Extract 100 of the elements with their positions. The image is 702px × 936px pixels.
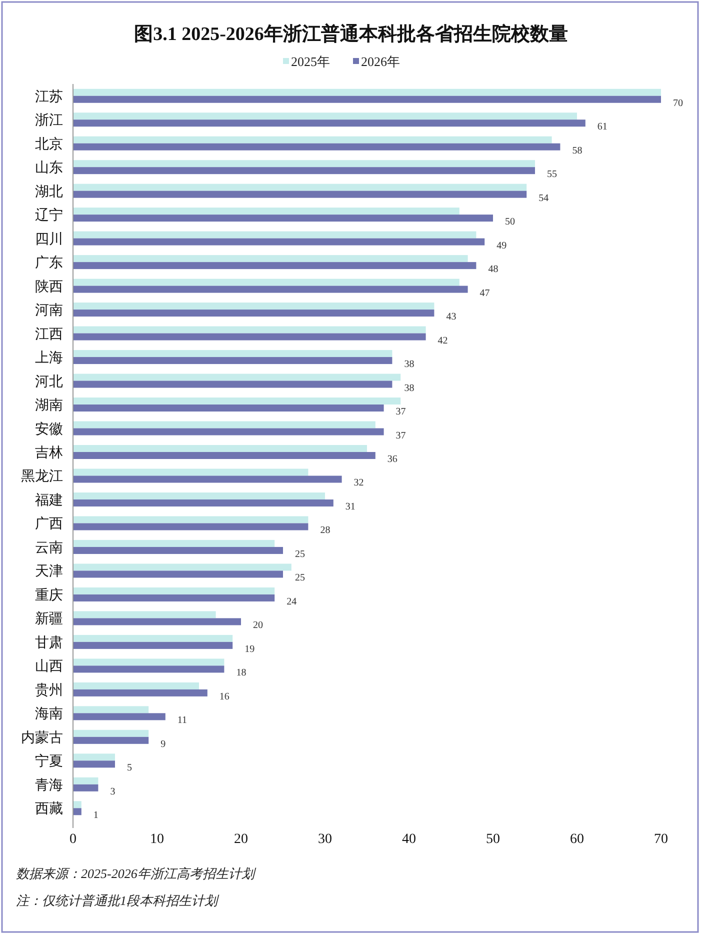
y-tick-label: 天津 <box>35 564 63 580</box>
bar <box>73 167 535 174</box>
bar <box>73 499 334 506</box>
y-tick-label: 青海 <box>35 777 63 794</box>
bar <box>73 112 577 120</box>
y-tick-label: 海南 <box>35 706 63 722</box>
bar <box>73 540 275 547</box>
data-label: 3 <box>110 786 116 798</box>
bar <box>73 326 426 334</box>
data-label: 18 <box>236 668 246 679</box>
bar <box>73 421 376 428</box>
bar <box>73 136 552 144</box>
data-label: 38 <box>404 382 414 394</box>
y-tick-label: 贵州 <box>35 682 63 698</box>
bar <box>73 666 224 673</box>
bar <box>73 143 560 150</box>
y-tick-label: 广西 <box>35 516 63 532</box>
bar <box>73 784 98 792</box>
data-label: 19 <box>244 644 255 655</box>
bar <box>73 88 661 96</box>
data-label: 25 <box>295 548 305 560</box>
data-label: 61 <box>597 122 608 133</box>
y-tick-label: 湖南 <box>35 398 63 414</box>
y-tick-label: 辽宁 <box>35 208 63 224</box>
data-label: 16 <box>219 691 230 702</box>
y-tick-label: 云南 <box>35 540 63 556</box>
y-tick-label: 江西 <box>35 326 63 342</box>
data-label: 49 <box>496 240 507 252</box>
y-tick-label: 河北 <box>35 374 63 390</box>
bar <box>73 357 392 364</box>
bar <box>73 302 434 310</box>
bar <box>73 238 485 246</box>
data-label: 43 <box>446 312 456 323</box>
x-tick-label: 20 <box>234 832 248 847</box>
bar <box>73 255 468 262</box>
y-tick-label: 四川 <box>35 231 63 248</box>
bar <box>73 808 82 816</box>
x-tick-label: 50 <box>486 832 500 847</box>
bar <box>73 160 535 168</box>
legend-label: 2026年 <box>361 54 400 69</box>
data-label: 48 <box>488 264 498 276</box>
bar <box>73 208 460 215</box>
y-tick-label: 甘肃 <box>35 634 63 651</box>
bar <box>73 689 208 696</box>
data-label: 1 <box>93 810 98 822</box>
bar <box>73 713 166 720</box>
bar <box>73 730 149 737</box>
data-label: 37 <box>396 430 406 442</box>
y-tick-label: 吉林 <box>35 445 63 461</box>
bar <box>73 777 98 784</box>
y-tick-label: 西藏 <box>35 801 63 818</box>
data-label: 38 <box>404 359 414 370</box>
bar <box>73 286 468 293</box>
bar <box>73 594 275 602</box>
y-tick-label: 河南 <box>35 302 63 319</box>
y-tick-label: 江苏 <box>35 88 63 105</box>
bar <box>73 587 275 594</box>
bar <box>73 310 434 317</box>
bar <box>73 350 392 358</box>
bar <box>73 801 82 808</box>
data-label: 55 <box>547 169 557 180</box>
y-tick-label: 北京 <box>35 136 63 152</box>
bar <box>73 278 460 286</box>
data-label: 11 <box>177 715 188 726</box>
data-label: 5 <box>127 762 132 774</box>
data-label: 47 <box>480 288 490 299</box>
data-label: 58 <box>572 145 582 156</box>
bar <box>73 546 283 554</box>
bar <box>73 658 224 666</box>
bar <box>73 523 308 530</box>
bar <box>73 736 149 744</box>
y-tick-label: 重庆 <box>35 587 63 604</box>
data-label: 20 <box>253 620 263 632</box>
data-label: 24 <box>286 596 297 608</box>
bar <box>73 190 527 198</box>
bar <box>73 374 401 381</box>
y-tick-label: 山东 <box>35 160 63 176</box>
x-tick-label: 10 <box>150 832 164 847</box>
y-tick-label: 黑龙江 <box>21 468 63 485</box>
bar <box>73 262 476 270</box>
bar <box>73 634 233 642</box>
data-label: 54 <box>538 192 549 204</box>
bar <box>73 570 283 578</box>
bar <box>73 398 401 405</box>
text: 注：仅统计普通批1段本科招生计划 <box>16 893 220 908</box>
bar <box>73 492 325 500</box>
bar <box>73 452 376 459</box>
data-label: 36 <box>387 454 398 465</box>
source-note: 数据来源：2025-2026年浙江高考招生计划 <box>16 866 256 881</box>
bar <box>73 618 241 626</box>
legend-label: 2025年 <box>291 54 330 69</box>
x-tick-label: 70 <box>654 832 668 847</box>
data-label: 28 <box>320 525 330 536</box>
y-tick-label: 安徽 <box>35 421 63 438</box>
bar <box>73 428 384 436</box>
bar <box>73 754 115 761</box>
y-tick-label: 山西 <box>35 658 63 675</box>
bar <box>73 120 586 127</box>
x-tick-label: 30 <box>318 832 332 847</box>
y-tick-label: 陕西 <box>35 278 63 295</box>
